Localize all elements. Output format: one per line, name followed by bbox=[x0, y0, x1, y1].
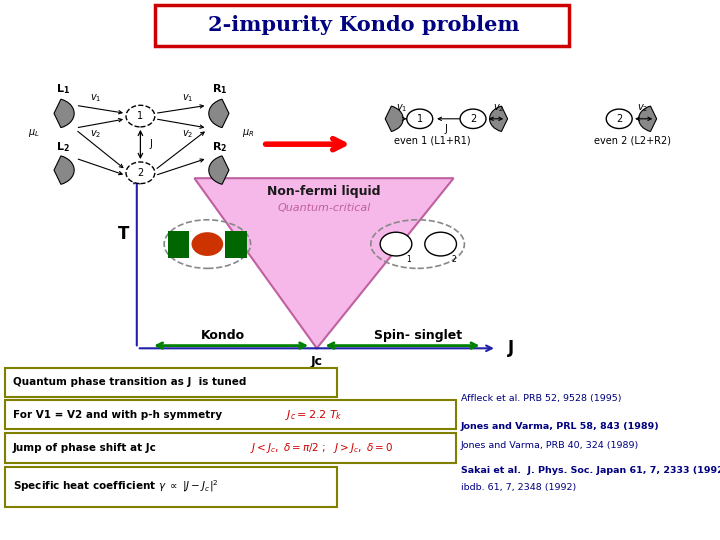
Circle shape bbox=[380, 232, 412, 256]
Wedge shape bbox=[54, 99, 74, 127]
Text: Quantum phase transition as J  is tuned: Quantum phase transition as J is tuned bbox=[13, 377, 246, 387]
Text: Affleck et al. PRB 52, 9528 (1995): Affleck et al. PRB 52, 9528 (1995) bbox=[461, 394, 621, 403]
Text: 2: 2 bbox=[451, 255, 456, 264]
Text: $v_2$: $v_2$ bbox=[637, 102, 649, 114]
Text: 2: 2 bbox=[616, 114, 622, 124]
Text: $v_2$: $v_2$ bbox=[181, 128, 193, 140]
Text: ibdb. 61, 7, 2348 (1992): ibdb. 61, 7, 2348 (1992) bbox=[461, 483, 576, 491]
FancyBboxPatch shape bbox=[5, 433, 456, 463]
Circle shape bbox=[425, 232, 456, 256]
Text: $\mu_R$: $\mu_R$ bbox=[242, 127, 255, 139]
Bar bbox=[225, 231, 247, 258]
Circle shape bbox=[460, 109, 486, 129]
Wedge shape bbox=[385, 106, 403, 131]
Text: $v_1$: $v_1$ bbox=[181, 92, 193, 104]
Text: $v_2$: $v_2$ bbox=[492, 102, 504, 114]
Text: Specific heat coefficient $\gamma\ \propto\ |J - J_c|^{2}$: Specific heat coefficient $\gamma\ \prop… bbox=[13, 478, 218, 495]
Text: 1: 1 bbox=[138, 111, 143, 121]
Text: $v_2$: $v_2$ bbox=[90, 128, 102, 140]
Wedge shape bbox=[490, 106, 508, 131]
Text: T: T bbox=[118, 225, 130, 242]
Text: 2: 2 bbox=[138, 168, 143, 178]
Circle shape bbox=[126, 105, 155, 127]
Wedge shape bbox=[209, 156, 229, 184]
Text: $v_1$: $v_1$ bbox=[396, 102, 408, 114]
Text: $J_c = 2.2\ T_k$: $J_c = 2.2\ T_k$ bbox=[285, 408, 343, 422]
Circle shape bbox=[407, 109, 433, 129]
Wedge shape bbox=[639, 106, 657, 131]
Text: J: J bbox=[445, 124, 448, 133]
Text: Spin- singlet: Spin- singlet bbox=[374, 329, 462, 342]
Text: J: J bbox=[150, 139, 153, 149]
Circle shape bbox=[606, 109, 632, 129]
Circle shape bbox=[192, 232, 223, 256]
Text: J: J bbox=[508, 339, 514, 357]
Text: $J < J_c,\ \delta = \pi/2\ ;\ \ J > J_c,\ \delta = 0$: $J < J_c,\ \delta = \pi/2\ ;\ \ J > J_c,… bbox=[250, 441, 393, 455]
Polygon shape bbox=[194, 178, 454, 348]
FancyBboxPatch shape bbox=[5, 467, 337, 507]
Text: Jump of phase shift at Jc: Jump of phase shift at Jc bbox=[13, 443, 157, 453]
Text: Quantum-critical: Quantum-critical bbox=[277, 203, 371, 213]
Text: $v_1$: $v_1$ bbox=[90, 92, 102, 104]
FancyBboxPatch shape bbox=[5, 400, 456, 429]
Text: 2: 2 bbox=[470, 114, 476, 124]
Circle shape bbox=[126, 162, 155, 184]
Text: 2-impurity Kondo problem: 2-impurity Kondo problem bbox=[208, 15, 519, 36]
Text: Kondo: Kondo bbox=[201, 329, 246, 342]
Text: $\bf{R_1}$: $\bf{R_1}$ bbox=[212, 82, 228, 96]
Text: $\mu_L$: $\mu_L$ bbox=[28, 127, 40, 139]
Text: Sakai et al.  J. Phys. Soc. Japan 61, 7, 2333 (1992);: Sakai et al. J. Phys. Soc. Japan 61, 7, … bbox=[461, 467, 720, 475]
Text: even 1 (L1+R1): even 1 (L1+R1) bbox=[394, 136, 470, 145]
Text: even 2 (L2+R2): even 2 (L2+R2) bbox=[594, 136, 670, 145]
Text: $\bf{L_2}$: $\bf{L_2}$ bbox=[56, 140, 71, 154]
Text: 1: 1 bbox=[407, 255, 411, 264]
Wedge shape bbox=[54, 156, 74, 184]
Text: For V1 = V2 and with p-h symmetry: For V1 = V2 and with p-h symmetry bbox=[13, 410, 222, 420]
Text: Jc: Jc bbox=[311, 355, 323, 368]
Bar bbox=[168, 231, 189, 258]
FancyBboxPatch shape bbox=[155, 5, 569, 46]
Text: $\bf{R_2}$: $\bf{R_2}$ bbox=[212, 140, 228, 154]
Text: $\bf{L_1}$: $\bf{L_1}$ bbox=[56, 82, 71, 96]
Text: Jones and Varma, PRB 40, 324 (1989): Jones and Varma, PRB 40, 324 (1989) bbox=[461, 441, 639, 450]
FancyBboxPatch shape bbox=[5, 368, 337, 397]
Text: Jones and Varma, PRL 58, 843 (1989): Jones and Varma, PRL 58, 843 (1989) bbox=[461, 422, 660, 431]
Text: 1: 1 bbox=[417, 114, 423, 124]
Wedge shape bbox=[209, 99, 229, 127]
Text: Non-fermi liquid: Non-fermi liquid bbox=[267, 185, 381, 198]
